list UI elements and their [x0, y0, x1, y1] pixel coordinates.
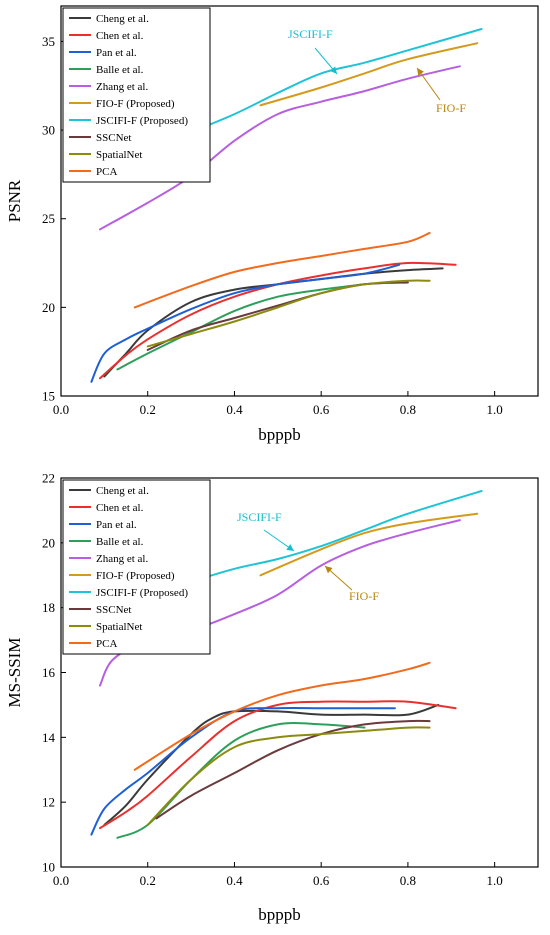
- x-tick-label: 0.0: [53, 873, 69, 888]
- y-tick-label: 25: [42, 211, 55, 226]
- legend-label: SSCNet: [96, 604, 131, 616]
- y-tick-label: 16: [42, 665, 56, 680]
- series-line: [116, 283, 366, 371]
- annotation-label: JSCIFI-F: [288, 27, 333, 41]
- x-tick-label: 0.8: [400, 402, 416, 417]
- legend-label: SSCNet: [96, 132, 131, 144]
- annotation-label: JSCIFI-F: [237, 510, 282, 524]
- series-line: [99, 700, 457, 830]
- legend-label: Balle et al.: [96, 64, 144, 76]
- series-lines: [90, 490, 483, 839]
- legend-label: Cheng et al.: [96, 13, 149, 25]
- legend: Cheng et al. Chen et al. Pan et al. Balle e…: [62, 7, 211, 183]
- legend-label: JSCIFI-F (Proposed): [96, 115, 188, 127]
- psnr-chart: 0.0 0.2 0.4 0.6 0.8 1.0 15 20 25 30 35 bpppb PSNR Che…: [5, 5, 539, 444]
- series-line: [103, 267, 444, 378]
- y-axis-title: PSNR: [5, 179, 24, 222]
- series-line: [99, 261, 457, 380]
- series-line: [99, 65, 461, 231]
- annotation-label: FIO-F: [349, 589, 379, 603]
- y-tick-label: 30: [42, 123, 55, 138]
- series-line: [146, 726, 431, 826]
- series-line: [133, 661, 431, 771]
- y-tick-label: 35: [42, 34, 55, 49]
- plot-frame: [60, 5, 539, 397]
- series-line: [259, 42, 479, 107]
- y-tick-label: 12: [42, 795, 55, 810]
- series-line: [155, 719, 431, 820]
- annotation-arrow-head: [325, 566, 333, 574]
- x-tick-label: 0.4: [226, 402, 243, 417]
- x-tick-label: 0.0: [53, 402, 69, 417]
- legend-label: PCA: [96, 638, 117, 650]
- annotation-arrow-head: [417, 68, 424, 76]
- ms-ssim-chart: 0.0 0.2 0.4 0.6 0.8 1.0 10 12 14 16 18 20 22 bpppb MS-…: [5, 471, 539, 924]
- y-tick-label: 14: [42, 730, 56, 745]
- y-tick-label: 20: [42, 535, 55, 550]
- legend-label: Chen et al.: [96, 30, 144, 42]
- legend-label: PCA: [96, 166, 117, 178]
- x-tick-label: 0.6: [313, 873, 330, 888]
- legend-label: Pan et al.: [96, 47, 137, 59]
- legend-label: Chen et al.: [96, 502, 144, 514]
- series-line: [90, 263, 401, 383]
- x-tick-label: 0.2: [140, 873, 156, 888]
- y-tick-label: 20: [42, 300, 55, 315]
- legend: Cheng et al. Chen et al. Pan et al. Balle e…: [62, 479, 211, 655]
- legend-label: SpatialNet: [96, 149, 142, 161]
- x-axis-title: bpppb: [258, 905, 301, 924]
- x-tick-label: 0.8: [400, 873, 416, 888]
- x-tick-label: 0.4: [226, 873, 243, 888]
- x-tick-label: 1.0: [487, 873, 503, 888]
- y-tick-label: 15: [42, 389, 55, 404]
- legend-label: Zhang et al.: [96, 81, 148, 93]
- legend-label: SpatialNet: [96, 621, 142, 633]
- legend-label: Zhang et al.: [96, 553, 148, 565]
- annotation-label: FIO-F: [436, 101, 466, 115]
- legend-label: Cheng et al.: [96, 485, 149, 497]
- legend-label: FIO-F (Proposed): [96, 570, 175, 582]
- series-line: [190, 490, 483, 583]
- legend-label: FIO-F (Proposed): [96, 98, 175, 110]
- series-line: [146, 279, 431, 348]
- legend-label: JSCIFI-F (Proposed): [96, 587, 188, 599]
- x-tick-label: 0.2: [140, 402, 156, 417]
- x-axis-title: bpppb: [258, 425, 301, 444]
- x-tick-label: 0.6: [313, 402, 330, 417]
- series-line: [133, 231, 431, 309]
- y-tick-label: 18: [42, 600, 55, 615]
- y-axis-title: MS-SSIM: [5, 638, 24, 708]
- legend-label: Pan et al.: [96, 519, 137, 531]
- x-tick-label: 1.0: [487, 402, 503, 417]
- series-line: [259, 512, 479, 577]
- annotation-arrow-head: [286, 544, 294, 551]
- series-lines: [90, 28, 483, 383]
- annotation-arrow-head: [329, 66, 337, 74]
- y-tick-label: 22: [42, 471, 55, 486]
- series-line: [116, 722, 366, 839]
- legend-label: Balle et al.: [96, 536, 144, 548]
- y-tick-label: 10: [42, 860, 55, 875]
